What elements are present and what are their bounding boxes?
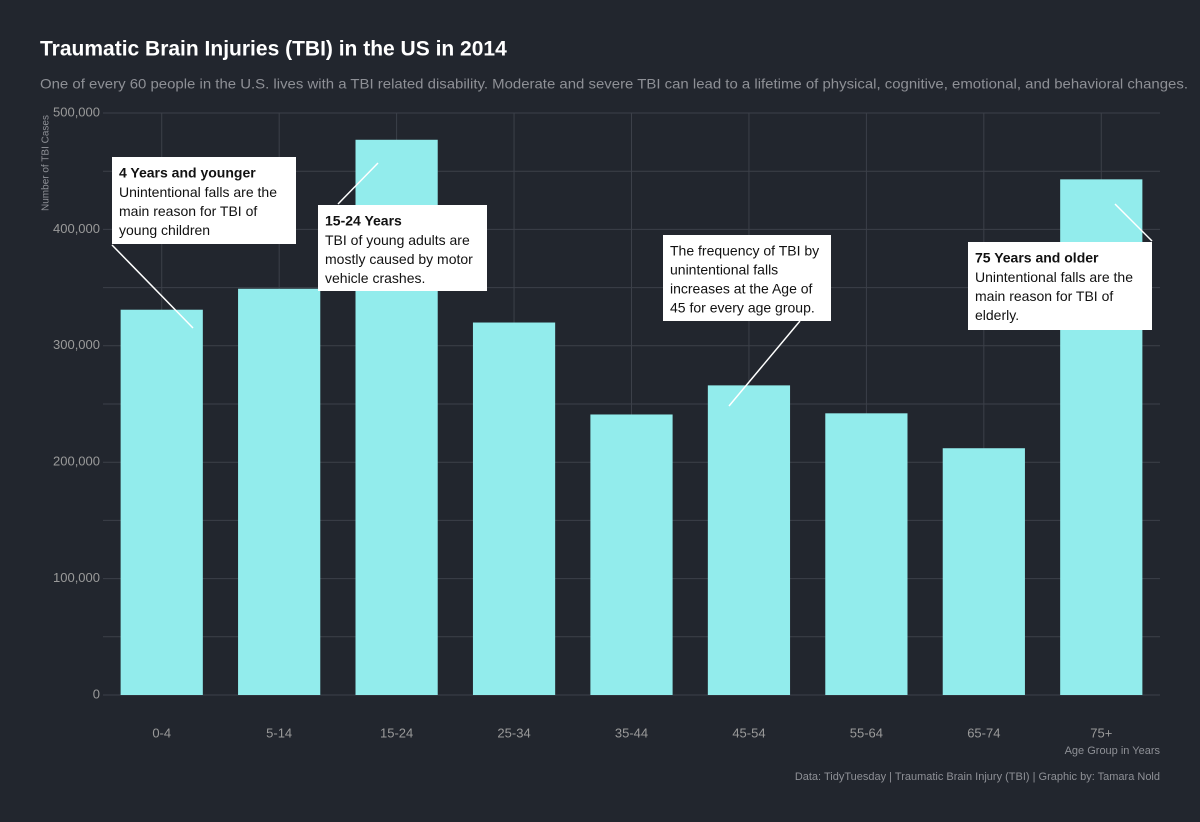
- annotation-connector: [111, 244, 194, 329]
- x-tick-label: 0-4: [152, 725, 171, 740]
- x-tick-label: 55-64: [850, 725, 883, 740]
- x-tick-label: 75+: [1090, 725, 1112, 740]
- y-tick-label: 100,000: [53, 570, 100, 585]
- y-tick-label: 200,000: [53, 454, 100, 469]
- x-tick-label: 65-74: [967, 725, 1000, 740]
- y-tick-label: 300,000: [53, 337, 100, 352]
- annotation-text: unintentional falls: [670, 262, 778, 278]
- annotation-text: increases at the Age of: [670, 281, 813, 297]
- x-tick-label: 45-54: [732, 725, 765, 740]
- x-tick-label: 35-44: [615, 725, 648, 740]
- annotation-text: TBI of young adults are: [325, 232, 470, 248]
- bar: [825, 413, 908, 695]
- annotation-box: [968, 242, 1152, 330]
- caption: Data: TidyTuesday | Traumatic Brain Inju…: [795, 771, 1160, 783]
- x-tick-label: 5-14: [266, 725, 292, 740]
- annotation-text: Unintentional falls are the: [975, 269, 1133, 285]
- chart-title: Traumatic Brain Injuries (TBI) in the US…: [40, 38, 507, 61]
- y-tick-label: 500,000: [53, 104, 100, 119]
- annotation-text: vehicle crashes.: [325, 270, 425, 286]
- annotation-text: 45 for every age group.: [670, 300, 815, 316]
- bar: [942, 448, 1025, 695]
- annotation-connector: [1114, 203, 1153, 242]
- x-tick-label: 25-34: [497, 725, 530, 740]
- annotation-text: Unintentional falls are the: [119, 184, 277, 200]
- bar: [120, 309, 203, 695]
- bar: [707, 385, 791, 695]
- y-tick-label: 400,000: [53, 221, 100, 236]
- annotation-box: [112, 157, 296, 244]
- x-tick-label: 15-24: [380, 725, 413, 740]
- annotation-title: 15-24 Years: [325, 213, 402, 229]
- annotation-box: [663, 235, 831, 321]
- annotation-connector: [337, 162, 379, 205]
- bar: [238, 288, 321, 695]
- annotation-title: 75 Years and older: [975, 250, 1099, 266]
- annotation-box: [318, 205, 487, 291]
- y-tick-label: 0: [93, 686, 100, 701]
- annotation-text: main reason for TBI of: [119, 203, 257, 219]
- annotation-text: elderly.: [975, 307, 1019, 323]
- y-axis-label: Number of TBI Cases: [41, 115, 52, 211]
- annotation-text: young children: [119, 222, 210, 238]
- bar: [472, 322, 556, 695]
- annotation-title: 4 Years and younger: [119, 165, 256, 181]
- annotation-text: mostly caused by motor: [325, 251, 473, 267]
- annotation-connector: [728, 320, 801, 407]
- bar: [590, 414, 673, 695]
- annotation-text: The frequency of TBI by: [670, 243, 819, 259]
- x-axis-label: Age Group in Years: [1065, 745, 1161, 757]
- chart-subtitle: One of every 60 people in the U.S. lives…: [40, 76, 1188, 92]
- annotation-text: main reason for TBI of: [975, 288, 1113, 304]
